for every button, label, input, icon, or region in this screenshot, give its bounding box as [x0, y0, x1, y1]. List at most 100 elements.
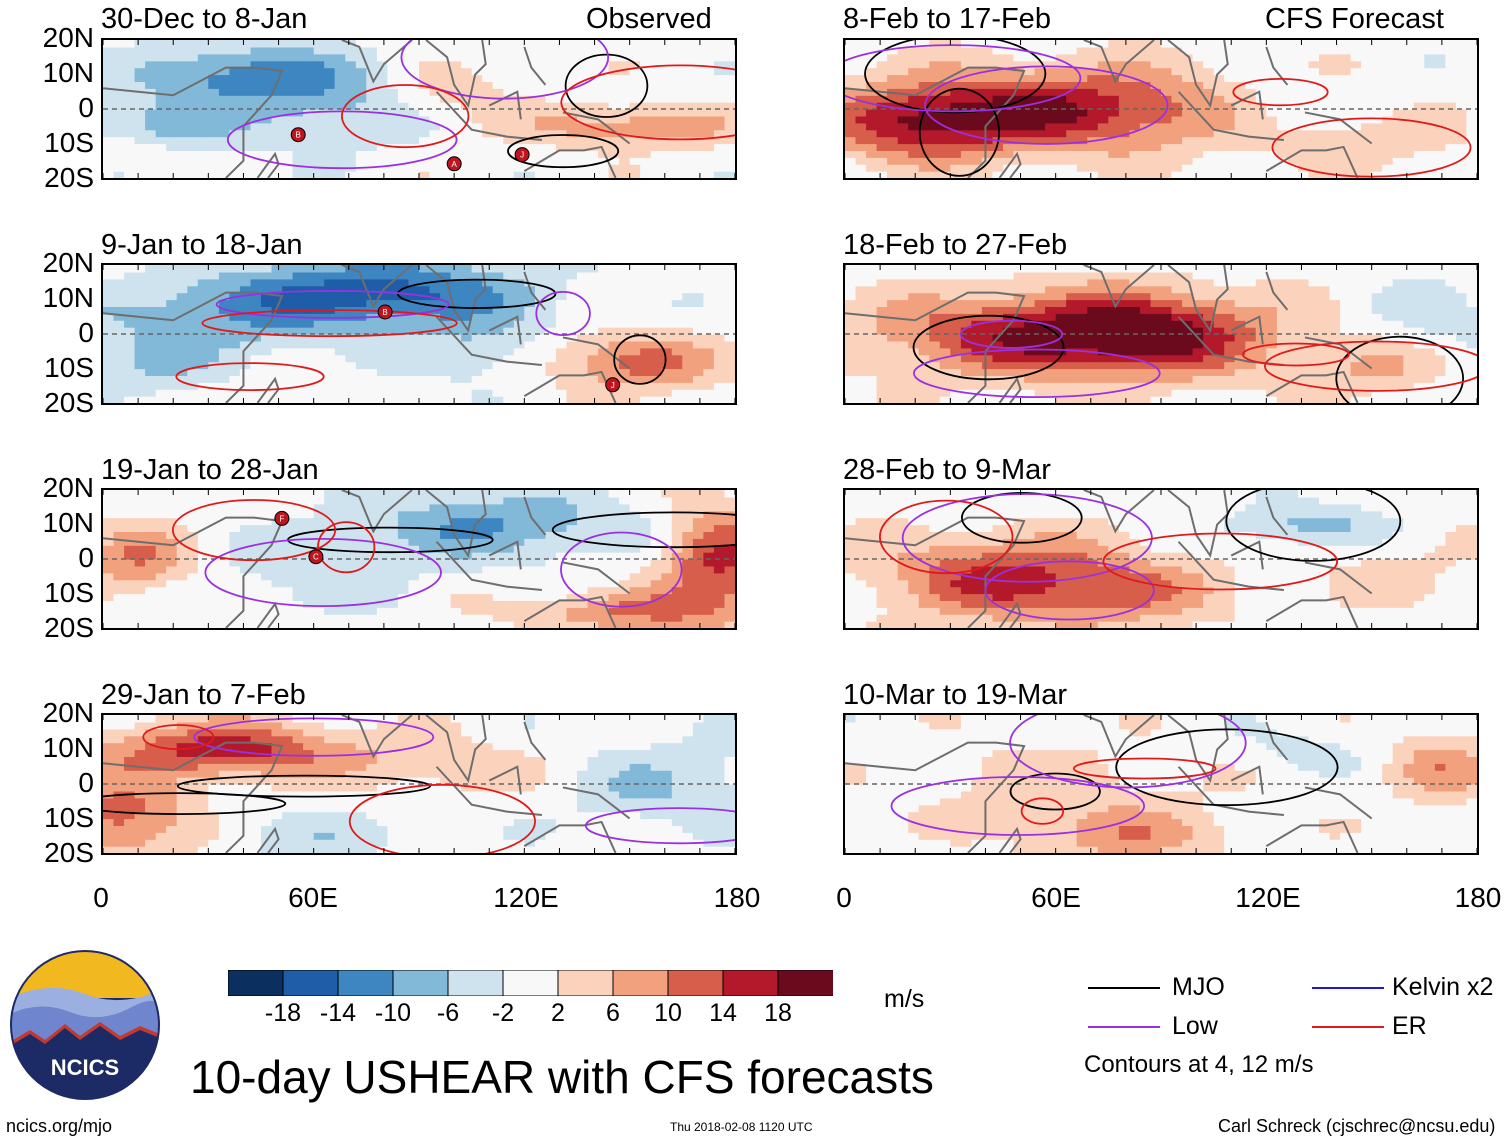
map-canvas-8 [845, 715, 1477, 853]
lat-label-10n-row1: 10N [42, 57, 94, 88]
lon-label-180-left: 180 [713, 882, 761, 913]
mjo-contour-2-2 [613, 334, 667, 385]
colorbar-swatch-6 [557, 970, 614, 996]
er-contour-2-2 [175, 362, 325, 391]
legend-kelvin-label: Kelvin x2 [1392, 973, 1494, 1001]
lon-label-0-left: 0 [93, 882, 109, 913]
map-panel-fcst-2 [843, 263, 1479, 405]
colorbar-label-6: 6 [606, 999, 620, 1027]
storm-marker-label: J [611, 381, 615, 390]
lat-label-eq-row2: 0 [78, 317, 94, 348]
shear-field-8 [845, 715, 1477, 853]
legend-low-label: Low [1172, 1012, 1218, 1040]
colorbar-swatch-1 [282, 970, 339, 996]
panel-title-2: 9-Jan to 18-Jan [101, 229, 303, 261]
er-contour-8-1 [1072, 757, 1217, 780]
lat-label-10s-row4: 10S [44, 802, 94, 833]
storm-marker-icon [377, 304, 393, 320]
storm-marker-icon [290, 127, 306, 143]
lat-label-eq-row4: 0 [78, 767, 94, 798]
map-panel-fcst-3 [843, 488, 1479, 630]
lat-label-10n-row3: 10N [42, 507, 94, 538]
legend-kelvin-line [1312, 987, 1384, 989]
map-canvas-3: CF [103, 490, 735, 628]
footer-url[interactable]: ncics.org/mjo [6, 1116, 113, 1136]
low-contour-8-2 [1009, 715, 1247, 789]
legend-mjo-line [1088, 987, 1160, 989]
storm-marker-label: B [296, 131, 301, 140]
ncics-logo: NCICS [10, 950, 160, 1100]
shear-field-6 [845, 265, 1477, 403]
colorbar-units: m/s [884, 985, 925, 1013]
coastlines-1 [103, 40, 631, 178]
colorbar-label-0: -18 [264, 999, 302, 1027]
lat-label-20n-row1: 20N [42, 22, 94, 53]
er-contour-5-2 [1232, 77, 1329, 107]
mjo-contour-1-2 [564, 53, 649, 118]
mjo-contour-4-1 [176, 774, 431, 798]
colorbar-label-5: 2 [551, 999, 565, 1027]
lat-label-eq-row1: 0 [78, 92, 94, 123]
er-contour-6-1 [1241, 342, 1350, 367]
er-contour-7-1 [1102, 532, 1339, 591]
colorbar-swatch-0 [228, 970, 284, 996]
map-canvas-2: BJ [103, 265, 735, 403]
lat-label-20n-row3: 20N [42, 472, 94, 503]
coastlines-6 [845, 265, 1373, 403]
lat-label-20s-row2: 20S [44, 387, 94, 418]
low-contour-5-2 [845, 44, 1082, 113]
lat-label-10s-row3: 10S [44, 577, 94, 608]
lon-label-60e-right: 60E [1031, 882, 1081, 913]
shear-field-7 [845, 490, 1477, 628]
er-contour-2-1 [201, 309, 458, 338]
map-panel-obs-4 [101, 713, 737, 855]
map-panel-fcst-4 [843, 713, 1479, 855]
low-contour-4-2 [584, 807, 735, 845]
low-contour-3-1 [204, 538, 442, 607]
colorbar [228, 970, 833, 996]
low-contour-1-2 [400, 40, 610, 100]
lat-label-20s-row3: 20S [44, 612, 94, 643]
lat-label-eq-row3: 0 [78, 542, 94, 573]
storm-marker-label: A [452, 160, 458, 169]
lat-label-10s-row2: 10S [44, 352, 94, 383]
er-contour-3-2 [317, 521, 376, 574]
colorbar-swatch-3 [392, 970, 449, 996]
coastlines-2 [103, 265, 631, 403]
mjo-contour-8-2 [1009, 772, 1101, 811]
er-contour-3-1 [171, 499, 337, 562]
colorbar-swatch-9 [722, 970, 779, 996]
low-contour-2-1 [215, 290, 450, 319]
mjo-contour-4-2 [103, 792, 287, 815]
footer-timestamp: Thu 2018-02-08 1120 UTC [670, 1120, 813, 1134]
colorbar-swatch-5 [502, 970, 559, 996]
low-contour-6-2 [959, 319, 1064, 349]
panel-title-8: 10-Mar to 19-Mar [843, 679, 1068, 711]
storm-marker-label: J [520, 151, 524, 160]
lon-label-120e-left: 120E [493, 882, 559, 913]
observed-tag: Observed [586, 3, 712, 35]
colorbar-swatch-8 [667, 970, 724, 996]
legend-mjo-label: MJO [1172, 973, 1225, 1001]
panel-title-6: 18-Feb to 27-Feb [843, 229, 1068, 261]
coastlines-3 [103, 490, 631, 628]
lat-label-10n-row2: 10N [42, 282, 94, 313]
map-panel-fcst-1 [843, 38, 1479, 180]
mjo-contour-7-2 [961, 491, 1083, 544]
lat-label-20s-row1: 20S [44, 162, 94, 193]
map-canvas-6 [845, 265, 1477, 403]
low-contour-5-1 [924, 65, 1169, 145]
legend-er-label: ER [1392, 1012, 1427, 1040]
storm-marker-icon [274, 510, 290, 526]
coastlines-4 [103, 715, 631, 853]
er-contour-1-2 [560, 64, 735, 141]
legend-low-line [1088, 1026, 1160, 1028]
footer-credit: Carl Schreck (cjschrec@ncsu.edu) [1218, 1116, 1496, 1136]
er-contour-4-1 [142, 724, 215, 751]
map-panel-obs-1: A J B [101, 38, 737, 180]
colorbar-label-7: 10 [654, 999, 682, 1027]
panel-title-1: 30-Dec to 8-Jan [101, 3, 308, 35]
lon-label-0-right: 0 [836, 882, 852, 913]
mjo-contour-7-1 [1225, 490, 1402, 562]
